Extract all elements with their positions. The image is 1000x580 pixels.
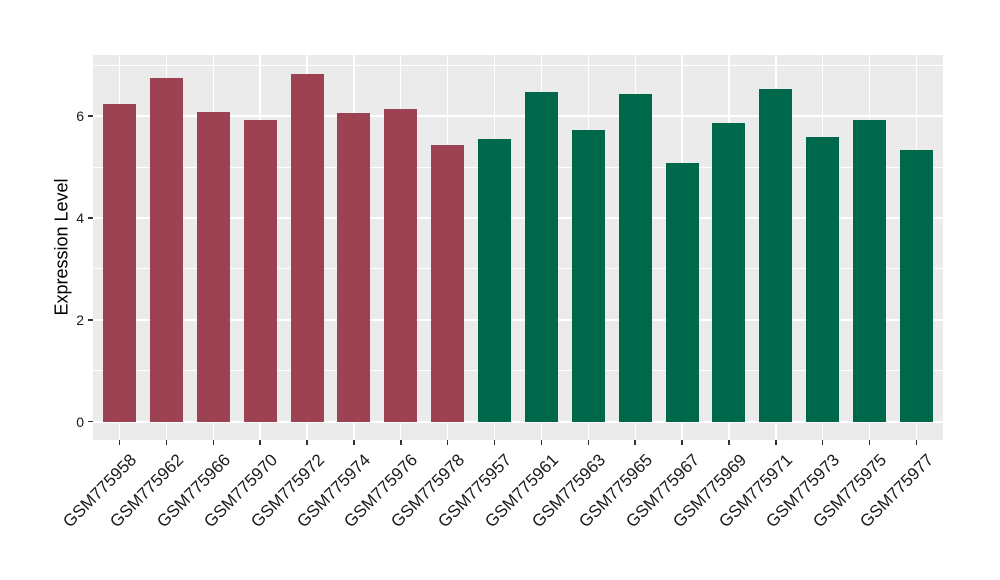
x-tick-mark xyxy=(353,440,355,445)
bar-GSM775966 xyxy=(196,111,230,422)
y-tick-mark xyxy=(88,420,93,423)
major-gridline xyxy=(93,420,943,423)
minor-gridline xyxy=(93,268,943,270)
x-tick-mark xyxy=(681,440,683,445)
x-tick-mark xyxy=(118,440,121,445)
x-tick-mark xyxy=(587,440,590,445)
x-tick-mark xyxy=(728,440,730,445)
x-tick-mark xyxy=(775,440,777,445)
x-tick-mark xyxy=(306,440,308,445)
x-tick-mark xyxy=(259,440,261,445)
bar-GSM775976 xyxy=(384,108,418,422)
x-tick-mark xyxy=(634,440,636,445)
major-gridline xyxy=(93,115,943,117)
y-tick-label-2: 2 xyxy=(76,311,84,328)
x-tick-mark xyxy=(540,440,543,445)
minor-gridline xyxy=(93,64,943,66)
bar-GSM775969 xyxy=(712,122,746,422)
bar-GSM775971 xyxy=(759,88,793,422)
y-tick-label-0: 0 xyxy=(76,413,84,430)
bar-GSM775963 xyxy=(571,130,605,422)
y-tick-mark xyxy=(88,319,93,321)
bar-GSM775967 xyxy=(665,162,699,422)
major-gridline xyxy=(93,318,943,321)
x-tick-mark xyxy=(493,440,496,445)
y-tick-mark xyxy=(88,217,93,219)
bar-GSM775970 xyxy=(243,119,277,422)
minor-gridline xyxy=(93,370,943,372)
bar-GSM775975 xyxy=(853,120,887,422)
bar-GSM775957 xyxy=(478,138,512,422)
bar-GSM775974 xyxy=(337,113,371,422)
x-tick-mark xyxy=(821,440,824,445)
y-tick-mark xyxy=(88,115,93,117)
y-tick-label-6: 6 xyxy=(76,108,84,124)
bar-GSM775977 xyxy=(900,150,933,422)
bar-GSM775961 xyxy=(524,92,558,422)
y-tick-label-4: 4 xyxy=(76,209,84,226)
x-tick-mark xyxy=(915,440,918,445)
bar-GSM775973 xyxy=(806,137,840,422)
x-tick-mark xyxy=(212,440,214,445)
minor-gridline xyxy=(93,166,943,168)
bar-GSM775958 xyxy=(103,104,136,422)
x-tick-mark xyxy=(400,440,402,445)
x-tick-mark xyxy=(165,440,168,445)
bar-GSM775972 xyxy=(290,73,324,422)
bar-GSM775978 xyxy=(431,144,465,422)
x-tick-mark xyxy=(446,440,449,445)
x-tick-mark xyxy=(868,440,871,445)
major-gridline xyxy=(93,217,943,219)
plot-area xyxy=(93,55,943,440)
y-axis-title: Expression Level xyxy=(51,178,72,316)
bar-GSM775965 xyxy=(618,93,652,422)
bar-GSM775962 xyxy=(149,78,183,422)
